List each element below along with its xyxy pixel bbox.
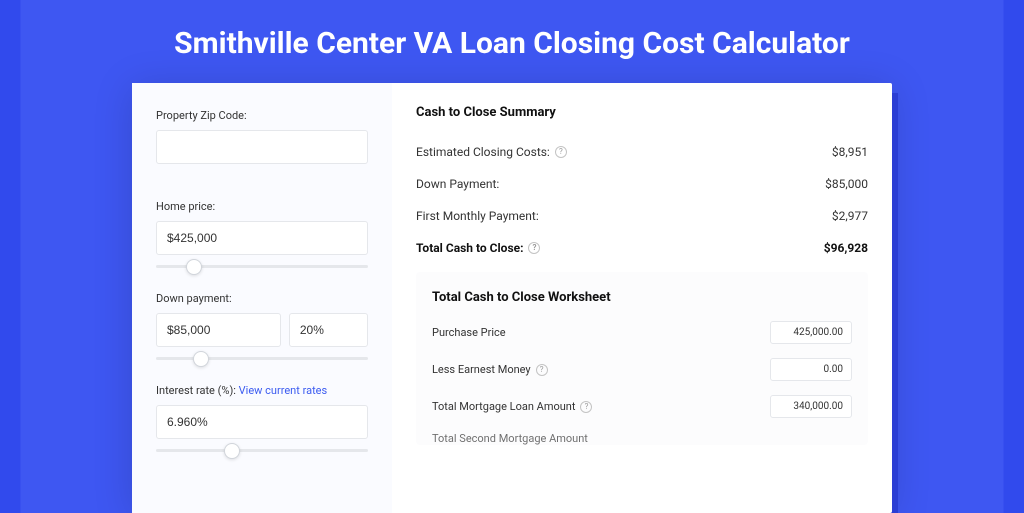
calculator-card: Property Zip Code: Home price: Down paym… [132, 83, 892, 513]
card-shadow [892, 93, 898, 513]
interest-rate-label: Interest rate (%): View current rates [156, 384, 368, 397]
interest-rate-label-text: Interest rate (%): [156, 384, 239, 397]
home-price-label: Home price: [156, 200, 368, 213]
help-icon[interactable]: ? [528, 242, 540, 254]
zip-label: Property Zip Code: [156, 109, 368, 122]
zip-input[interactable] [156, 130, 368, 164]
down-payment-pct-input[interactable] [289, 313, 368, 347]
zip-field-block: Property Zip Code: [156, 109, 368, 164]
down-payment-input[interactable] [156, 313, 281, 347]
worksheet-row: Total Mortgage Loan Amount? 340,000.00 [432, 395, 852, 418]
home-price-input[interactable] [156, 221, 368, 255]
worksheet-row-label: Less Earnest Money? [432, 363, 548, 376]
summary-header: Cash to Close Summary [416, 105, 868, 120]
summary-row-down: Down Payment: $85,000 [416, 168, 868, 200]
summary-down-value: $85,000 [825, 177, 868, 191]
summary-total-label: Total Cash to Close: ? [416, 241, 540, 255]
worksheet-cutoff-label: Total Second Mortgage Amount [432, 432, 588, 445]
inputs-panel: Property Zip Code: Home price: Down paym… [132, 83, 392, 513]
worksheet-header: Total Cash to Close Worksheet [432, 290, 852, 305]
worksheet-panel: Total Cash to Close Worksheet Purchase P… [416, 272, 868, 445]
down-payment-label: Down payment: [156, 292, 368, 305]
summary-first-label: First Monthly Payment: [416, 209, 539, 223]
summary-total-value: $96,928 [824, 241, 868, 255]
view-rates-link[interactable]: View current rates [239, 384, 328, 397]
interest-rate-block: Interest rate (%): View current rates [156, 384, 368, 470]
worksheet-row-value: 425,000.00 [770, 321, 852, 344]
interest-rate-slider-thumb[interactable] [224, 443, 240, 459]
interest-rate-slider[interactable] [156, 439, 368, 470]
help-icon[interactable]: ? [536, 364, 548, 376]
worksheet-row-cutoff: Total Second Mortgage Amount [432, 432, 852, 445]
summary-row-est-costs: Estimated Closing Costs: ? $8,951 [416, 136, 868, 168]
summary-est-label-text: Estimated Closing Costs: [416, 145, 550, 159]
worksheet-row-value: 340,000.00 [770, 395, 852, 418]
summary-est-label: Estimated Closing Costs: ? [416, 145, 567, 159]
home-price-block: Home price: [156, 200, 368, 286]
down-payment-slider-thumb[interactable] [193, 351, 209, 367]
worksheet-row-label: Total Mortgage Loan Amount? [432, 400, 592, 413]
help-icon[interactable]: ? [580, 401, 592, 413]
help-icon[interactable]: ? [555, 146, 567, 158]
summary-row-total: Total Cash to Close: ? $96,928 [416, 232, 868, 264]
worksheet-row-label: Purchase Price [432, 326, 506, 339]
worksheet-row: Less Earnest Money? 0.00 [432, 358, 852, 381]
interest-rate-input[interactable] [156, 405, 368, 439]
worksheet-row-value: 0.00 [770, 358, 852, 381]
page-title: Smithville Center VA Loan Closing Cost C… [0, 0, 1024, 83]
summary-first-value: $2,977 [832, 209, 868, 223]
home-price-slider[interactable] [156, 255, 368, 286]
summary-est-value: $8,951 [832, 145, 868, 159]
summary-row-first: First Monthly Payment: $2,977 [416, 200, 868, 232]
down-payment-block: Down payment: [156, 292, 368, 378]
summary-total-label-text: Total Cash to Close: [416, 241, 523, 255]
worksheet-row: Purchase Price 425,000.00 [432, 321, 852, 344]
summary-down-label: Down Payment: [416, 177, 499, 191]
home-price-slider-thumb[interactable] [186, 259, 202, 275]
results-panel: Cash to Close Summary Estimated Closing … [392, 83, 892, 513]
down-payment-slider[interactable] [156, 347, 368, 378]
